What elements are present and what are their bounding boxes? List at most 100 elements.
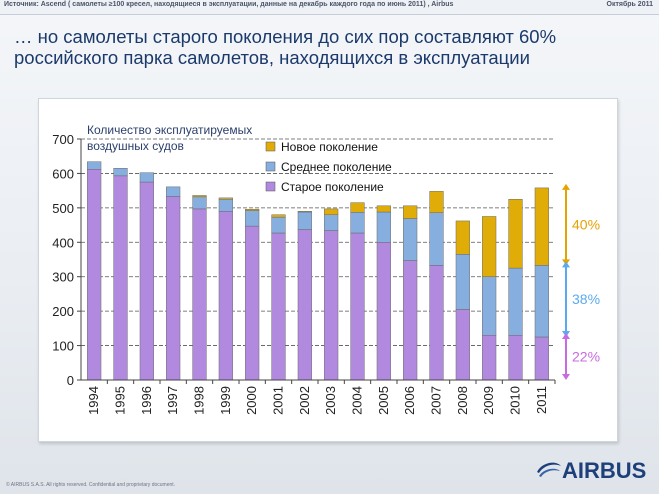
- x-tick-label: 2005: [376, 386, 391, 415]
- bar-segment: [324, 214, 339, 231]
- bar-segment: [403, 260, 418, 381]
- annotation-label: 38%: [572, 291, 600, 307]
- bar-segment: [271, 216, 286, 234]
- bar-segment: [403, 205, 418, 219]
- share-annotations: 40% 38% 22%: [562, 183, 600, 380]
- bar-segment: [87, 161, 102, 170]
- y-tick-label: 0: [67, 373, 74, 388]
- logo-text: AIRBUS: [562, 458, 647, 483]
- bar-segment: [429, 212, 444, 266]
- bar-segment: [271, 232, 286, 381]
- bar-segment: [482, 216, 497, 277]
- x-tick-label: 2009: [481, 386, 496, 415]
- airbus-swirl-icon: [537, 462, 561, 477]
- bar-segment: [297, 211, 312, 230]
- x-tick-label: 2002: [297, 386, 312, 415]
- y-tick-label: 700: [52, 132, 74, 147]
- bar-segment: [297, 229, 312, 381]
- y-tick-label: 500: [52, 201, 74, 216]
- bar-segment: [113, 175, 128, 381]
- x-tick-label: 2008: [455, 386, 470, 415]
- x-tick-label: 2000: [244, 386, 259, 415]
- legend-swatch: [265, 161, 276, 172]
- y-tick-label: 100: [52, 339, 74, 354]
- x-tick-label: 1994: [86, 386, 101, 415]
- bar-segment: [87, 169, 102, 381]
- bar-segment: [166, 196, 181, 381]
- x-tick-label: 2001: [271, 386, 286, 415]
- annotation-arrow-head: [562, 261, 570, 268]
- y-tick-label: 600: [52, 166, 74, 181]
- x-tick-label: 1995: [113, 386, 128, 415]
- bar-segment: [534, 187, 549, 266]
- x-tick-label: 1998: [192, 386, 207, 415]
- bar-segment: [508, 334, 523, 381]
- annotation-label: 40%: [572, 217, 600, 233]
- bar-segment: [297, 211, 312, 213]
- bar-segment: [192, 195, 207, 198]
- chart-bars: [87, 161, 549, 381]
- y-axis-label-line-2: воздушных судов: [87, 139, 184, 153]
- legend-swatch: [265, 141, 276, 152]
- legend-label: Новое поколение: [281, 140, 378, 154]
- y-axis-label: Количество эксплуатируемых воздушных судо…: [87, 123, 252, 153]
- bar-segment: [350, 232, 365, 381]
- y-axis: 0 100 200 300 400 500 600 700: [52, 132, 82, 388]
- x-tick-label: 2010: [508, 386, 523, 415]
- legend-swatch: [265, 181, 276, 192]
- bar-segment: [403, 218, 418, 261]
- slide-title-line-2: российского парка самолетов, находящихся…: [14, 47, 530, 68]
- bar-segment: [139, 181, 154, 381]
- x-axis: 1994 1995 1996 1997 1998 1999 2000 2001 2002 2003…: [81, 379, 556, 415]
- x-tick-label: 2007: [429, 386, 444, 415]
- x-tick-label: 2011: [534, 386, 549, 414]
- bar-segment: [218, 197, 233, 200]
- bar-segment: [324, 208, 339, 215]
- copyright-footer: © AIRBUS S.A.S. All rights reserved. Con…: [6, 482, 176, 488]
- y-tick-label: 400: [52, 235, 74, 250]
- bar-segment: [166, 186, 181, 197]
- annotation-arrow-head: [562, 374, 570, 380]
- y-axis-label-line-1: Количество эксплуатируемых: [87, 123, 252, 137]
- bar-segment: [192, 208, 207, 381]
- bar-segment: [508, 199, 523, 269]
- bar-segment: [429, 191, 444, 213]
- annotation-arrow-head: [562, 183, 570, 190]
- legend-label: Среднее поколение: [281, 160, 392, 174]
- bar-segment: [455, 220, 470, 255]
- bar-segment: [245, 225, 260, 381]
- slide-title-line-1: … но самолеты старого поколения до сих п…: [14, 26, 557, 47]
- bar-segment: [350, 212, 365, 234]
- bar-segment: [429, 265, 444, 381]
- airbus-logo: AIRBUS: [534, 454, 654, 484]
- chart-legend: Новое поколение Среднее поколение Старое п…: [265, 140, 392, 194]
- x-tick-label: 2003: [323, 386, 338, 415]
- bar-segment: [455, 309, 470, 381]
- annotation-label: 22%: [572, 348, 600, 364]
- x-tick-label: 1996: [139, 386, 154, 415]
- x-tick-label: 2006: [402, 386, 417, 415]
- x-tick-label: 1997: [165, 386, 180, 415]
- bar-segment: [218, 199, 233, 212]
- bar-segment: [271, 214, 286, 218]
- bar-segment: [245, 210, 260, 227]
- source-note: Источник: Ascend ( самолеты ≥100 кресел,…: [4, 1, 454, 8]
- bar-segment: [455, 254, 470, 310]
- y-tick-label: 200: [52, 304, 74, 319]
- bar-segment: [482, 276, 497, 336]
- bar-segment: [113, 168, 128, 177]
- bar-segment: [534, 336, 549, 381]
- bar-segment: [139, 172, 154, 183]
- legend-label: Старое поколение: [281, 180, 384, 194]
- slide-title: … но самолеты старого поколения до сих п…: [14, 26, 654, 68]
- bar-segment: [482, 334, 497, 381]
- bar-segment: [376, 242, 391, 381]
- bar-segment: [376, 205, 391, 213]
- bar-segment: [534, 265, 549, 338]
- bar-segment: [508, 267, 523, 336]
- x-tick-label: 2004: [350, 386, 365, 415]
- annotation-arrow-head: [562, 332, 570, 339]
- bar-segment: [324, 230, 339, 381]
- x-tick-label: 1999: [218, 386, 233, 415]
